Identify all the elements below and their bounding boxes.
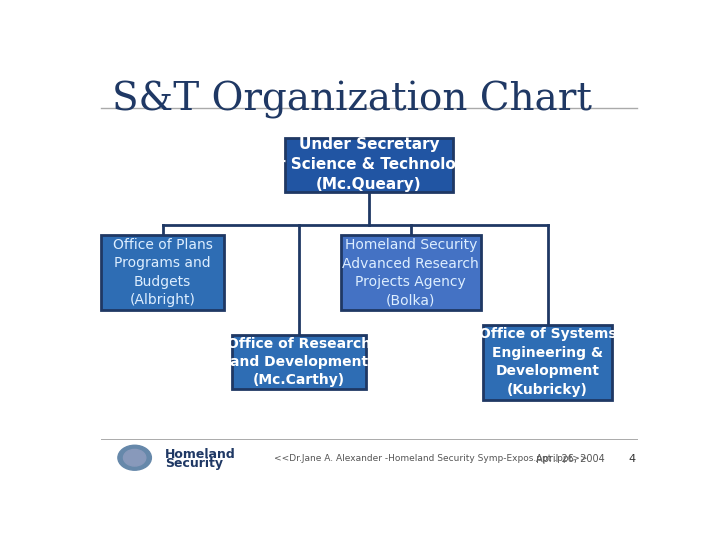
Text: Under Secretary
for Science & Technology
(Mc.Queary): Under Secretary for Science & Technology…	[261, 137, 477, 192]
Text: 4: 4	[629, 454, 636, 464]
FancyBboxPatch shape	[233, 335, 366, 389]
Text: <<Dr.Jane A. Alexander -Homeland Security Symp-Expos.ppt .ppt>>: <<Dr.Jane A. Alexander -Homeland Securit…	[274, 455, 588, 463]
Text: Office of Research
and Development
(Mc.Carthy): Office of Research and Development (Mc.C…	[228, 337, 372, 388]
Text: S&T Organization Chart: S&T Organization Chart	[112, 82, 593, 119]
FancyBboxPatch shape	[483, 325, 612, 400]
FancyBboxPatch shape	[341, 235, 481, 310]
Text: Security: Security	[166, 457, 223, 470]
FancyBboxPatch shape	[101, 235, 224, 310]
Text: Homeland Security
Advanced Research
Projects Agency
(Bolka): Homeland Security Advanced Research Proj…	[343, 238, 480, 307]
Text: Homeland: Homeland	[166, 448, 236, 461]
Text: April 26, 2004: April 26, 2004	[536, 454, 605, 464]
Text: Office of Plans
Programs and
Budgets
(Albright): Office of Plans Programs and Budgets (Al…	[112, 238, 212, 307]
FancyBboxPatch shape	[285, 138, 453, 192]
Circle shape	[118, 446, 151, 470]
Text: Office of Systems
Engineering &
Development
(Kubricky): Office of Systems Engineering & Developm…	[479, 327, 616, 397]
Circle shape	[124, 449, 145, 466]
